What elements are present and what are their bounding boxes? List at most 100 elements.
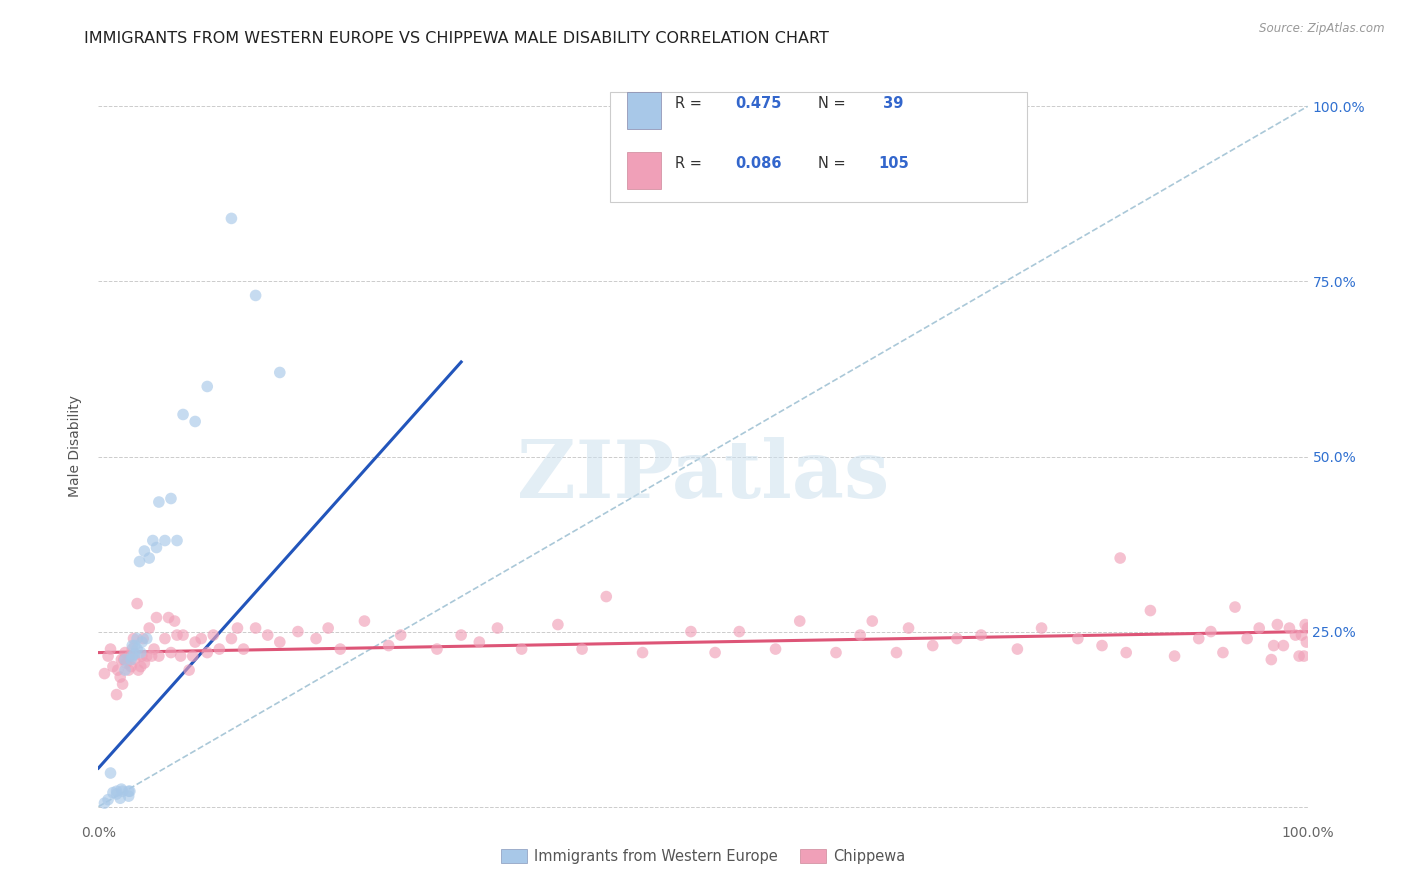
Point <box>1236 632 1258 646</box>
Legend: Immigrants from Western Europe, Chippewa: Immigrants from Western Europe, Chippewa <box>495 843 911 870</box>
Point <box>1031 621 1053 635</box>
Point <box>132 632 155 646</box>
Point <box>571 642 593 657</box>
Bar <box>627 92 661 129</box>
Point <box>389 628 412 642</box>
Point <box>114 663 136 677</box>
Point <box>860 614 883 628</box>
Point <box>287 624 309 639</box>
Text: R =: R = <box>675 156 707 171</box>
Point <box>97 649 120 664</box>
Point <box>153 632 176 646</box>
Point <box>1278 621 1301 635</box>
Point <box>131 649 153 664</box>
Point <box>510 642 533 657</box>
Point <box>97 792 120 806</box>
Point <box>245 288 267 302</box>
Point <box>921 639 943 653</box>
Point <box>145 610 167 624</box>
Point <box>101 659 124 673</box>
Point <box>181 649 204 664</box>
Point <box>1260 652 1282 666</box>
Point <box>120 652 142 666</box>
Point <box>127 663 149 677</box>
Text: 0.086: 0.086 <box>735 156 782 171</box>
Bar <box>627 152 661 189</box>
Point <box>208 642 231 657</box>
Point <box>138 621 160 635</box>
Point <box>118 784 141 798</box>
Point <box>1294 617 1316 632</box>
Point <box>1272 639 1295 653</box>
Point <box>426 642 449 657</box>
Point <box>124 652 146 666</box>
Point <box>118 784 141 798</box>
Point <box>1109 551 1132 566</box>
Point <box>316 621 339 635</box>
Point <box>169 649 191 664</box>
Point <box>886 646 908 660</box>
Point <box>105 784 128 798</box>
Point <box>1212 646 1234 660</box>
Point <box>118 789 141 804</box>
Point <box>202 628 225 642</box>
Point <box>153 533 176 548</box>
Point <box>124 639 146 653</box>
Point <box>107 663 129 677</box>
Point <box>1223 600 1246 615</box>
Point <box>105 787 128 801</box>
Point <box>120 659 142 673</box>
Point <box>1188 632 1211 646</box>
Point <box>111 784 134 798</box>
Point <box>631 646 654 660</box>
Text: 0.475: 0.475 <box>735 96 782 112</box>
Point <box>142 533 165 548</box>
Point <box>195 646 218 660</box>
Point <box>118 663 141 677</box>
Point <box>245 621 267 635</box>
Point <box>468 635 491 649</box>
Point <box>105 688 128 702</box>
Point <box>1292 649 1315 664</box>
Point <box>765 642 787 657</box>
Point <box>118 649 141 664</box>
Point <box>157 610 180 624</box>
Point <box>172 628 194 642</box>
Point <box>486 621 509 635</box>
Point <box>184 635 207 649</box>
Point <box>221 632 243 646</box>
Point <box>184 415 207 429</box>
Point <box>970 628 993 642</box>
Point <box>111 677 134 691</box>
Point <box>1249 621 1271 635</box>
Point <box>679 624 702 639</box>
Point <box>256 628 278 642</box>
Point <box>135 649 157 664</box>
Point <box>160 491 183 506</box>
Point <box>1291 628 1313 642</box>
Point <box>101 786 124 800</box>
Point <box>127 642 149 657</box>
Point <box>108 670 131 684</box>
Point <box>124 647 146 661</box>
Point <box>160 646 183 660</box>
Point <box>172 408 194 422</box>
Point <box>138 551 160 566</box>
Point <box>121 649 143 664</box>
Point <box>112 652 135 666</box>
Point <box>135 632 157 646</box>
Point <box>166 628 188 642</box>
Point <box>1263 639 1285 653</box>
Point <box>100 766 122 780</box>
Point <box>195 379 218 393</box>
Point <box>148 649 170 664</box>
Text: Source: ZipAtlas.com: Source: ZipAtlas.com <box>1260 22 1385 36</box>
Point <box>789 614 811 628</box>
Point <box>232 642 254 657</box>
Point <box>226 621 249 635</box>
Text: IMMIGRANTS FROM WESTERN EUROPE VS CHIPPEWA MALE DISABILITY CORRELATION CHART: IMMIGRANTS FROM WESTERN EUROPE VS CHIPPE… <box>84 31 830 46</box>
Y-axis label: Male Disability: Male Disability <box>69 395 83 497</box>
Point <box>114 646 136 660</box>
Point <box>595 590 617 604</box>
Point <box>134 656 156 670</box>
